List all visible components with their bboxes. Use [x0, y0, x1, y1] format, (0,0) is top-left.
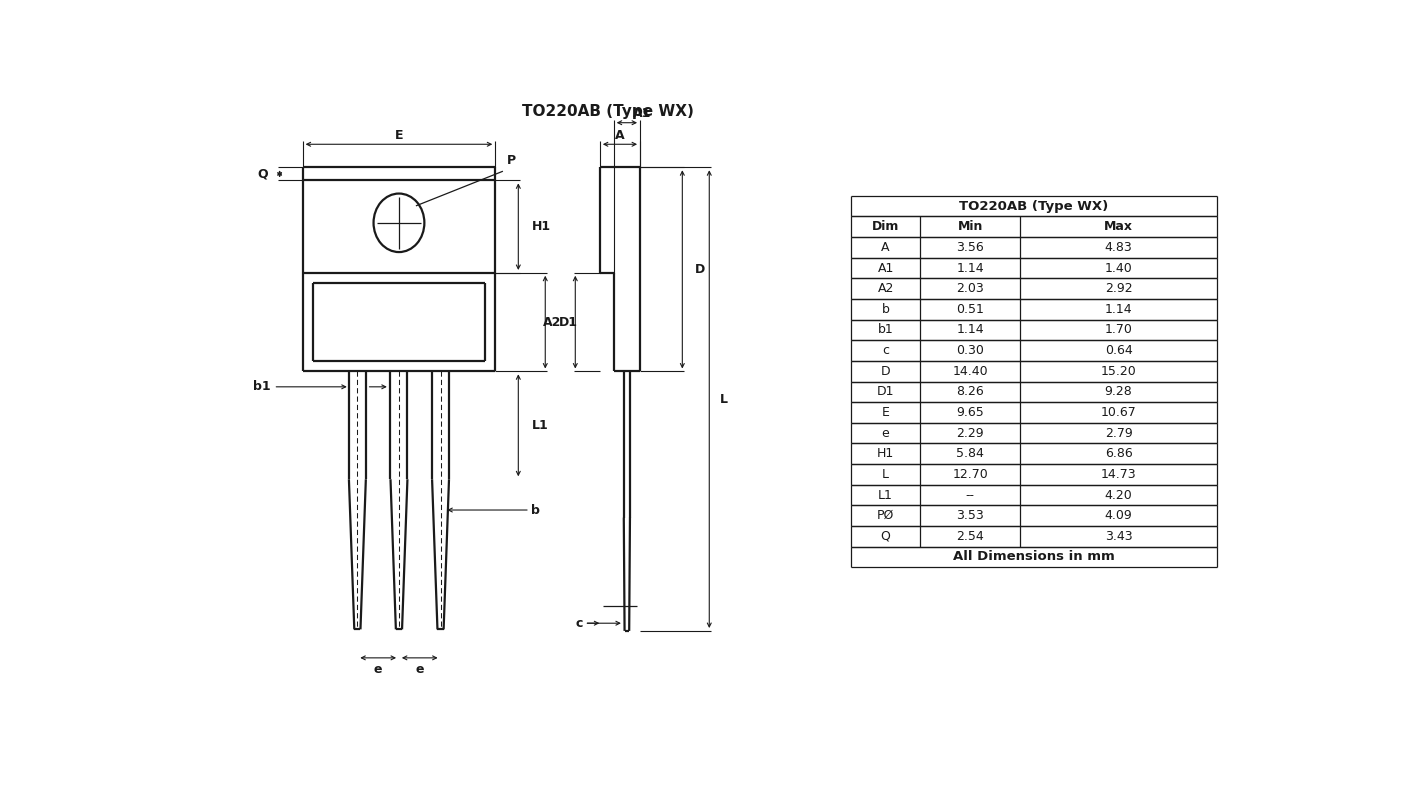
Text: L1: L1: [532, 419, 550, 432]
Text: 1.70: 1.70: [1105, 323, 1133, 337]
Text: 4.83: 4.83: [1105, 241, 1132, 254]
Text: D: D: [694, 263, 704, 276]
Text: A1: A1: [633, 107, 652, 120]
Text: H1: H1: [532, 220, 551, 233]
Text: b1: b1: [253, 381, 270, 393]
Text: 3.56: 3.56: [957, 241, 984, 254]
Text: Q: Q: [880, 530, 890, 543]
Text: c: c: [882, 344, 889, 358]
Text: b: b: [531, 504, 540, 516]
Text: P: P: [507, 154, 515, 168]
Text: Max: Max: [1103, 220, 1133, 233]
Text: 2.92: 2.92: [1105, 282, 1132, 295]
Text: e: e: [882, 427, 889, 440]
Text: 0.64: 0.64: [1105, 344, 1132, 358]
Text: A2: A2: [542, 316, 561, 329]
Text: A2: A2: [878, 282, 893, 295]
Text: 4.09: 4.09: [1105, 509, 1132, 522]
Text: A: A: [615, 128, 625, 141]
Text: Dim: Dim: [872, 220, 899, 233]
Text: b: b: [882, 303, 889, 316]
Text: D: D: [880, 365, 890, 377]
Text: 2.29: 2.29: [957, 427, 984, 440]
Text: --: --: [966, 488, 974, 502]
Text: 2.03: 2.03: [957, 282, 984, 295]
Text: E: E: [395, 128, 403, 141]
Text: L1: L1: [878, 488, 893, 502]
Text: L: L: [882, 468, 889, 481]
Text: 1.14: 1.14: [1105, 303, 1132, 316]
Text: c: c: [575, 617, 584, 630]
Text: 1.40: 1.40: [1105, 262, 1132, 275]
Text: All Dimensions in mm: All Dimensions in mm: [953, 551, 1115, 563]
Text: D1: D1: [559, 316, 578, 329]
Text: 12.70: 12.70: [953, 468, 988, 481]
Text: 10.67: 10.67: [1100, 406, 1136, 419]
Text: 2.54: 2.54: [957, 530, 984, 543]
Text: E: E: [882, 406, 889, 419]
Text: PØ: PØ: [878, 509, 895, 522]
Text: 3.53: 3.53: [957, 509, 984, 522]
Text: D1: D1: [878, 385, 895, 398]
Text: 14.40: 14.40: [953, 365, 988, 377]
Text: b1: b1: [878, 323, 893, 337]
Text: 1.14: 1.14: [957, 262, 984, 275]
Text: 8.26: 8.26: [957, 385, 984, 398]
Text: H1: H1: [878, 448, 895, 460]
Text: 5.84: 5.84: [956, 448, 984, 460]
Text: L: L: [720, 393, 728, 405]
Text: 2.79: 2.79: [1105, 427, 1132, 440]
Text: Min: Min: [957, 220, 983, 233]
Text: TO220AB (Type WX): TO220AB (Type WX): [523, 104, 694, 119]
Text: A1: A1: [878, 262, 893, 275]
Text: 0.30: 0.30: [956, 344, 984, 358]
Text: 6.86: 6.86: [1105, 448, 1132, 460]
Text: 9.28: 9.28: [1105, 385, 1132, 398]
Text: 3.43: 3.43: [1105, 530, 1132, 543]
Text: 1.14: 1.14: [957, 323, 984, 337]
Text: TO220AB (Type WX): TO220AB (Type WX): [959, 200, 1108, 213]
Text: e: e: [373, 663, 382, 676]
Text: 14.73: 14.73: [1100, 468, 1136, 481]
Text: 0.51: 0.51: [956, 303, 984, 316]
Text: A: A: [882, 241, 890, 254]
Text: 15.20: 15.20: [1100, 365, 1136, 377]
Text: 9.65: 9.65: [957, 406, 984, 419]
Text: 4.20: 4.20: [1105, 488, 1132, 502]
Text: e: e: [416, 663, 425, 676]
Text: Q: Q: [257, 168, 268, 181]
